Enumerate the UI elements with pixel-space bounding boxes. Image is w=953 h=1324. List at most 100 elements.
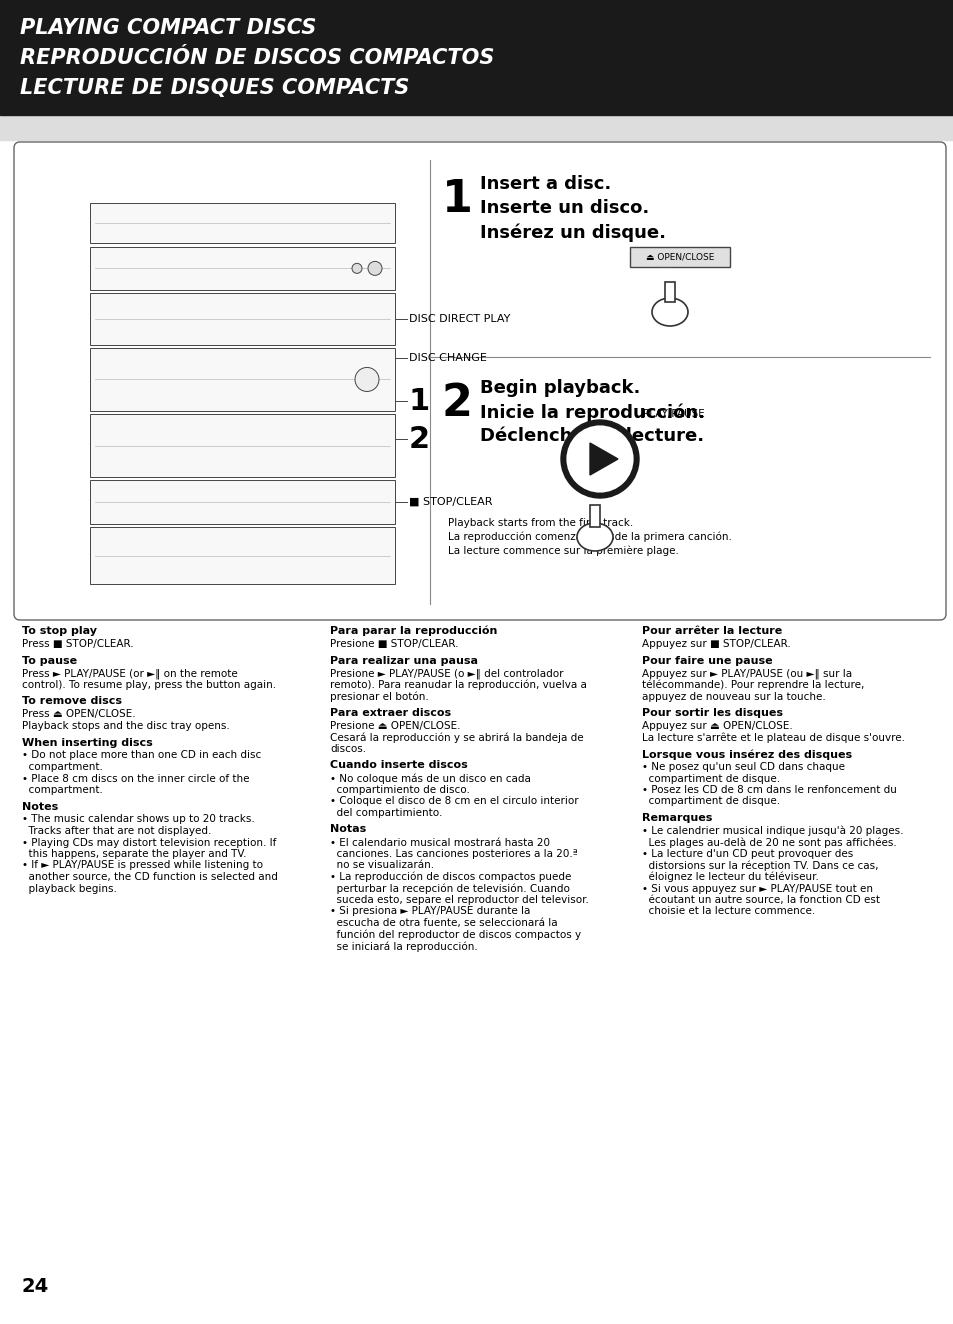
Text: éloignez le lecteur du téléviseur.: éloignez le lecteur du téléviseur. bbox=[641, 873, 818, 883]
Text: • Posez les CD de 8 cm dans le renfoncement du: • Posez les CD de 8 cm dans le renfoncem… bbox=[641, 785, 896, 794]
Text: se iniciará la reproducción.: se iniciará la reproducción. bbox=[330, 941, 477, 952]
Text: • Si vous appuyez sur ► PLAY/PAUSE tout en: • Si vous appuyez sur ► PLAY/PAUSE tout … bbox=[641, 883, 872, 894]
Text: Begin playback.: Begin playback. bbox=[479, 379, 639, 397]
Bar bbox=[90, 348, 395, 410]
Text: escucha de otra fuente, se seleccionará la: escucha de otra fuente, se seleccionará … bbox=[330, 918, 558, 928]
Text: • The music calendar shows up to 20 tracks.: • The music calendar shows up to 20 trac… bbox=[22, 814, 254, 825]
Text: compartment.: compartment. bbox=[22, 785, 103, 794]
Text: canciones. Las canciones posteriores a la 20.ª: canciones. Las canciones posteriores a l… bbox=[330, 849, 578, 859]
Bar bbox=[90, 294, 395, 344]
Text: Presione ■ STOP/CLEAR.: Presione ■ STOP/CLEAR. bbox=[330, 639, 458, 649]
Text: Notas: Notas bbox=[330, 825, 366, 834]
Text: Para parar la reproducción: Para parar la reproducción bbox=[330, 626, 497, 637]
Text: compartiment de disque.: compartiment de disque. bbox=[641, 797, 780, 806]
Polygon shape bbox=[589, 444, 618, 475]
Text: Insérez un disque.: Insérez un disque. bbox=[479, 222, 665, 241]
Text: • La lecture d'un CD peut provoquer des: • La lecture d'un CD peut provoquer des bbox=[641, 849, 852, 859]
Text: When inserting discs: When inserting discs bbox=[22, 737, 152, 748]
Text: écoutant un autre source, la fonction CD est: écoutant un autre source, la fonction CD… bbox=[641, 895, 879, 906]
FancyBboxPatch shape bbox=[14, 142, 945, 620]
Text: Inicie la reproducción.: Inicie la reproducción. bbox=[479, 402, 704, 421]
Text: La lecture s'arrête et le plateau de disque s'ouvre.: La lecture s'arrête et le plateau de dis… bbox=[641, 732, 904, 743]
Text: playback begins.: playback begins. bbox=[22, 883, 117, 894]
Text: La lecture commence sur la première plage.: La lecture commence sur la première plag… bbox=[448, 545, 679, 556]
Text: LECTURE DE DISQUES COMPACTS: LECTURE DE DISQUES COMPACTS bbox=[20, 78, 409, 98]
Text: 2: 2 bbox=[409, 425, 430, 454]
Text: PLAYING COMPACT DISCS: PLAYING COMPACT DISCS bbox=[20, 19, 316, 38]
Text: • El calendario musical mostrará hasta 20: • El calendario musical mostrará hasta 2… bbox=[330, 838, 550, 847]
Text: • If ► PLAY/PAUSE is pressed while listening to: • If ► PLAY/PAUSE is pressed while liste… bbox=[22, 861, 263, 870]
Bar bbox=[0, 115, 953, 140]
Text: Appuyez sur ■ STOP/CLEAR.: Appuyez sur ■ STOP/CLEAR. bbox=[641, 639, 790, 649]
Text: DISC CHANGE: DISC CHANGE bbox=[409, 352, 486, 363]
Bar bbox=[90, 246, 395, 290]
Text: To remove discs: To remove discs bbox=[22, 696, 122, 707]
Bar bbox=[664, 282, 675, 302]
Text: To pause: To pause bbox=[22, 655, 77, 666]
Text: Press ■ STOP/CLEAR.: Press ■ STOP/CLEAR. bbox=[22, 639, 133, 649]
Text: Remarques: Remarques bbox=[641, 813, 712, 824]
Text: 2: 2 bbox=[441, 383, 473, 425]
Text: remoto). Para reanudar la reproducción, vuelva a: remoto). Para reanudar la reproducción, … bbox=[330, 681, 586, 691]
Text: Playback starts from the first track.: Playback starts from the first track. bbox=[448, 518, 633, 528]
Bar bbox=[90, 481, 395, 523]
Text: Tracks after that are not displayed.: Tracks after that are not displayed. bbox=[22, 826, 212, 835]
Text: Déclenchez la lecture.: Déclenchez la lecture. bbox=[479, 428, 703, 445]
Text: 24: 24 bbox=[22, 1278, 50, 1296]
Text: • No coloque más de un disco en cada: • No coloque más de un disco en cada bbox=[330, 773, 530, 784]
Text: Appuyez sur ► PLAY/PAUSE (ou ►‖ sur la: Appuyez sur ► PLAY/PAUSE (ou ►‖ sur la bbox=[641, 669, 851, 679]
Bar bbox=[90, 204, 395, 244]
Text: Press ⏏ OPEN/CLOSE.: Press ⏏ OPEN/CLOSE. bbox=[22, 710, 135, 719]
Text: no se visualizarán.: no se visualizarán. bbox=[330, 861, 434, 870]
Text: 1: 1 bbox=[409, 387, 430, 416]
Text: Pour faire une pause: Pour faire une pause bbox=[641, 655, 772, 666]
Text: compartment.: compartment. bbox=[22, 763, 103, 772]
Text: Appuyez sur ⏏ OPEN/CLOSE.: Appuyez sur ⏏ OPEN/CLOSE. bbox=[641, 722, 792, 731]
Bar bbox=[0, 0, 953, 115]
Text: Presione ► PLAY/PAUSE (o ►‖ del controlador: Presione ► PLAY/PAUSE (o ►‖ del controla… bbox=[330, 669, 563, 679]
Ellipse shape bbox=[651, 298, 687, 326]
Text: Notes: Notes bbox=[22, 801, 58, 812]
Text: Para realizar una pausa: Para realizar una pausa bbox=[330, 655, 477, 666]
Text: control). To resume play, press the button again.: control). To resume play, press the butt… bbox=[22, 681, 275, 690]
Bar bbox=[90, 527, 395, 584]
Text: Press ► PLAY/PAUSE (or ►‖ on the remote: Press ► PLAY/PAUSE (or ►‖ on the remote bbox=[22, 669, 237, 679]
Circle shape bbox=[355, 368, 378, 392]
Text: télécommande). Pour reprendre la lecture,: télécommande). Pour reprendre la lecture… bbox=[641, 681, 863, 691]
Text: presionar el botón.: presionar el botón. bbox=[330, 691, 428, 702]
Text: función del reproductor de discos compactos y: función del reproductor de discos compac… bbox=[330, 929, 580, 940]
Text: Pour sortir les disques: Pour sortir les disques bbox=[641, 708, 782, 718]
Text: Cuando inserte discos: Cuando inserte discos bbox=[330, 760, 467, 771]
Text: Playback stops and the disc tray opens.: Playback stops and the disc tray opens. bbox=[22, 722, 230, 731]
Circle shape bbox=[560, 420, 639, 498]
Text: distorsions sur la réception TV. Dans ce cas,: distorsions sur la réception TV. Dans ce… bbox=[641, 861, 878, 871]
Text: another source, the CD function is selected and: another source, the CD function is selec… bbox=[22, 873, 277, 882]
Text: • Coloque el disco de 8 cm en el circulo interior: • Coloque el disco de 8 cm en el circulo… bbox=[330, 797, 578, 806]
Text: To stop play: To stop play bbox=[22, 626, 97, 636]
Text: La reproducción comenzará desde la primera canción.: La reproducción comenzará desde la prime… bbox=[448, 531, 731, 542]
Bar bbox=[589, 504, 599, 527]
Circle shape bbox=[352, 263, 361, 273]
Text: Lorsque vous insérez des disques: Lorsque vous insérez des disques bbox=[641, 749, 851, 760]
Text: Cesará la reproducción y se abrirá la bandeja de: Cesará la reproducción y se abrirá la ba… bbox=[330, 732, 583, 743]
Text: compartimiento de disco.: compartimiento de disco. bbox=[330, 785, 470, 794]
Text: ■ STOP/CLEAR: ■ STOP/CLEAR bbox=[409, 496, 492, 507]
Text: • Ne posez qu'un seul CD dans chaque: • Ne posez qu'un seul CD dans chaque bbox=[641, 763, 844, 772]
Text: • Si presiona ► PLAY/PAUSE durante la: • Si presiona ► PLAY/PAUSE durante la bbox=[330, 907, 530, 916]
Text: compartiment de disque.: compartiment de disque. bbox=[641, 773, 780, 784]
Text: Para extraer discos: Para extraer discos bbox=[330, 708, 451, 718]
Text: • La reproducción de discos compactos puede: • La reproducción de discos compactos pu… bbox=[330, 873, 571, 883]
Text: • Do not place more than one CD in each disc: • Do not place more than one CD in each … bbox=[22, 751, 261, 760]
Text: Les plages au-delà de 20 ne sont pas affichées.: Les plages au-delà de 20 ne sont pas aff… bbox=[641, 838, 896, 847]
Text: ⏏ OPEN/CLOSE: ⏏ OPEN/CLOSE bbox=[645, 253, 714, 262]
Text: del compartimiento.: del compartimiento. bbox=[330, 808, 442, 818]
Bar bbox=[629, 248, 729, 267]
Text: suceda esto, separe el reproductor del televisor.: suceda esto, separe el reproductor del t… bbox=[330, 895, 588, 906]
Text: 1: 1 bbox=[441, 177, 473, 221]
Bar bbox=[90, 414, 395, 477]
Text: DISC DIRECT PLAY: DISC DIRECT PLAY bbox=[409, 314, 510, 324]
Text: perturbar la recepción de televisión. Cuando: perturbar la recepción de televisión. Cu… bbox=[330, 883, 569, 894]
Text: Pour arrêter la lecture: Pour arrêter la lecture bbox=[641, 626, 781, 636]
Text: • Le calendrier musical indique jusqu'à 20 plages.: • Le calendrier musical indique jusqu'à … bbox=[641, 826, 902, 837]
Text: • Playing CDs may distort television reception. If: • Playing CDs may distort television rec… bbox=[22, 838, 276, 847]
